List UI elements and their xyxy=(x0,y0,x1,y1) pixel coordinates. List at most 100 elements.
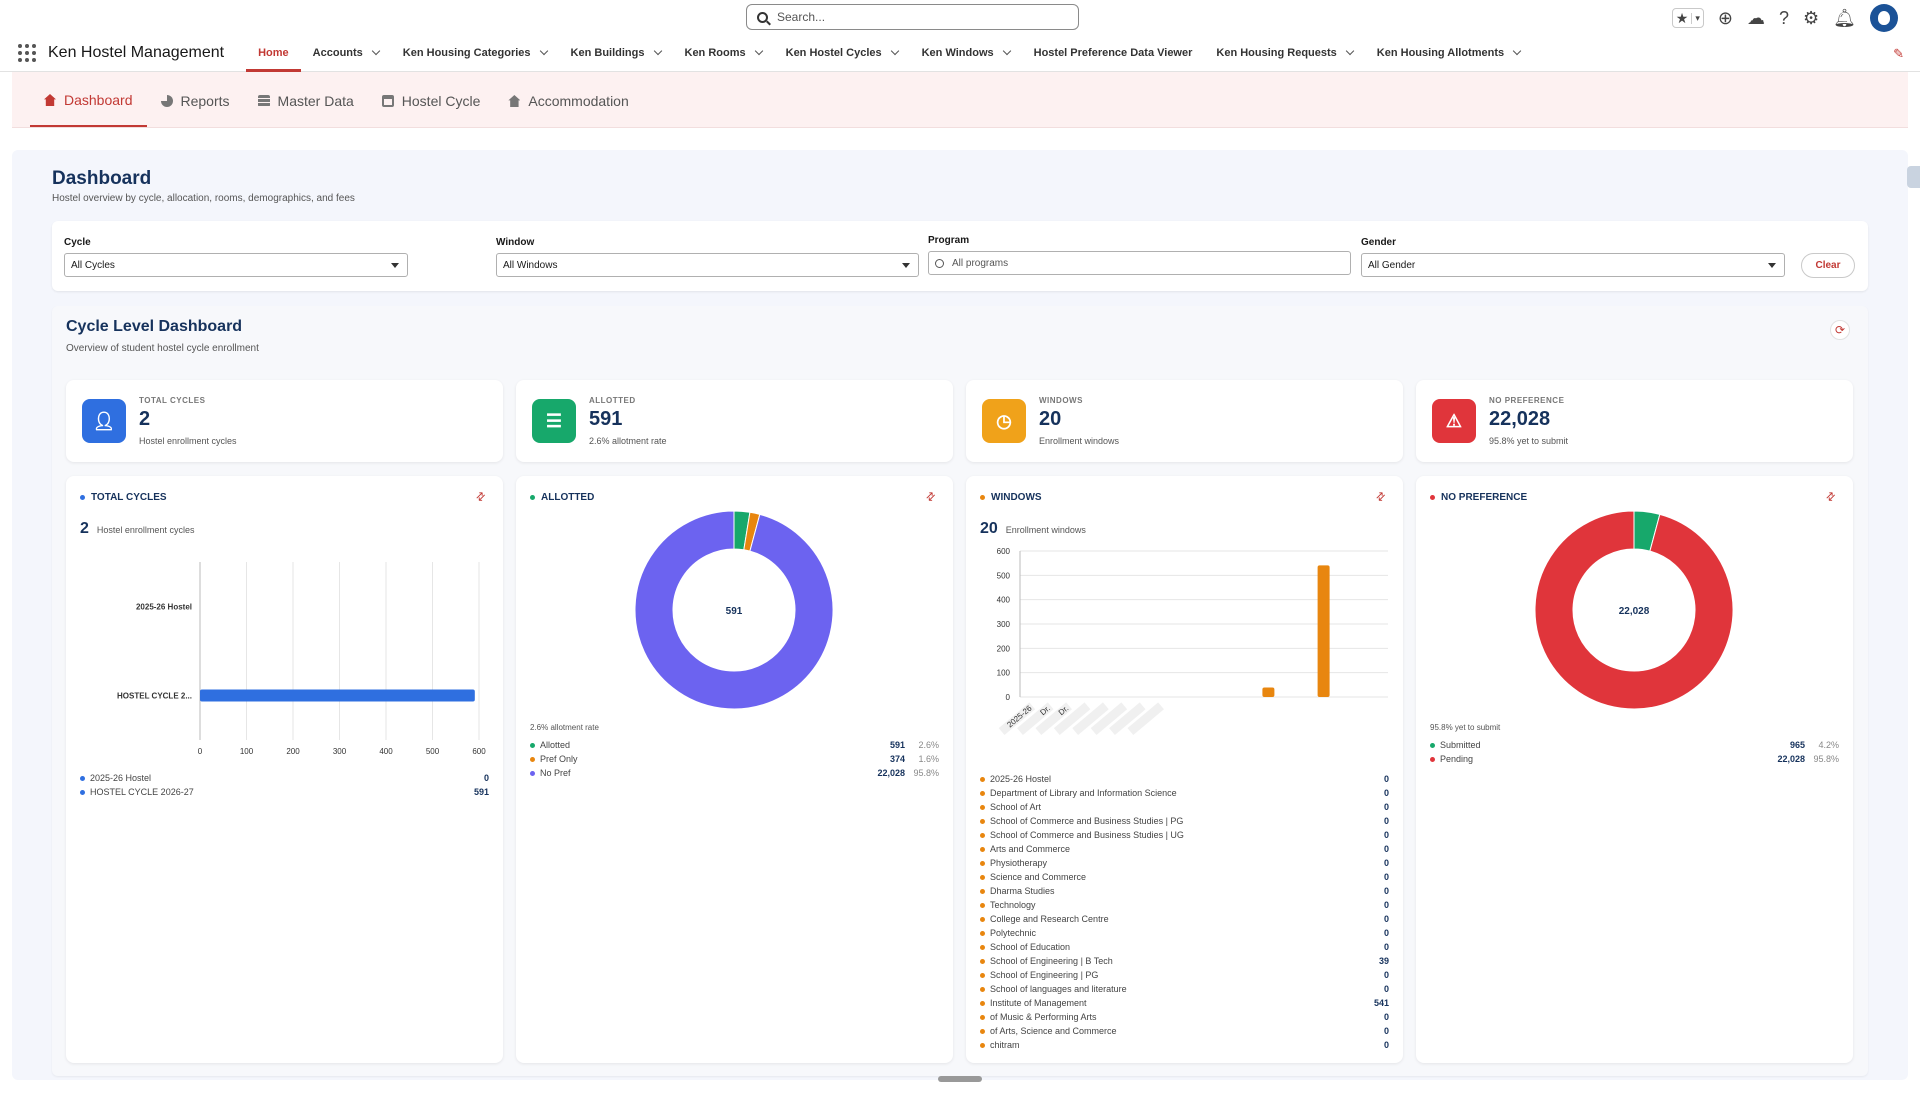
bell-icon[interactable]: 🔔︎ xyxy=(1833,7,1856,28)
legend-label: College and Research Centre xyxy=(990,914,1109,924)
gender-select[interactable]: All Gender xyxy=(1361,253,1785,277)
tab-label: Accommodation xyxy=(528,93,629,109)
kpi-card-windows: ◷ WINDOWS 20 Enrollment windows xyxy=(966,380,1403,462)
allotted-legend: Allotted 591 2.6% Pref Only 374 1.6% No Pref 22… xyxy=(530,738,939,780)
legend-label: of Arts, Science and Commerce xyxy=(990,1026,1117,1036)
tab-label: Dashboard xyxy=(64,92,133,108)
search-placeholder: Search... xyxy=(777,10,826,24)
bar xyxy=(1262,687,1275,697)
dashboard-subtabs: Dashboard Reports Master Data Hostel Cycle A… xyxy=(12,72,1908,128)
kpi-value: 2 xyxy=(139,408,151,430)
x-tick-label-mask xyxy=(1072,702,1109,736)
page-title: Dashboard xyxy=(52,168,152,189)
legend-value: 0 xyxy=(1383,942,1389,952)
donut-slice xyxy=(634,510,834,710)
search-icon xyxy=(757,11,768,23)
x-tick-label-mask xyxy=(1127,702,1164,736)
legend-row: Polytechnic 0 xyxy=(980,926,1389,940)
nav-item-ken-windows[interactable]: Ken Windows xyxy=(910,34,1022,72)
legend-label: 2025-26 Hostel xyxy=(990,774,1052,784)
tab-accommodation[interactable]: Accommodation xyxy=(494,75,642,127)
legend-row: Arts and Commerce 0 xyxy=(980,842,1389,856)
card-summary: 2 Hostel enrollment cycles xyxy=(80,520,194,538)
legend-dot xyxy=(980,958,985,964)
series-dot xyxy=(530,495,535,500)
program-search-input[interactable]: All programs xyxy=(928,251,1351,275)
app-launcher-icon[interactable] xyxy=(18,43,36,62)
legend-label: No Pref xyxy=(540,768,571,778)
x-tick-label: 0 xyxy=(198,747,203,756)
nav-item-ken-buildings[interactable]: Ken Buildings xyxy=(559,34,673,72)
window-select[interactable]: All Windows xyxy=(496,253,919,277)
expand-icon[interactable]: ⇄ xyxy=(1823,489,1839,505)
legend-row: School of Art 0 xyxy=(980,800,1389,814)
chevron-down-icon[interactable] xyxy=(653,46,662,55)
legend-value: 965 xyxy=(1789,740,1805,750)
nav-item-ken-housing-allotments[interactable]: Ken Housing Allotments xyxy=(1365,34,1532,72)
x-tick-label-mask xyxy=(1017,702,1054,736)
tab-hostel-cycle[interactable]: Hostel Cycle xyxy=(368,75,495,127)
legend-value: 0 xyxy=(1383,1012,1389,1022)
nav-item-hostel-preference-data-viewer[interactable]: Hostel Preference Data Viewer xyxy=(1022,34,1205,72)
page-subtitle: Hostel overview by cycle, allocation, ro… xyxy=(52,193,355,204)
gear-icon[interactable]: ⚙ xyxy=(1803,7,1820,28)
warning-icon: ⚠ xyxy=(1432,399,1476,443)
chevron-down-icon[interactable] xyxy=(1345,46,1355,55)
legend-label: School of Commerce and Business Studies … xyxy=(990,816,1184,826)
windows-card: WINDOWS ⇄ 20 Enrollment windows 0 100 200 30… xyxy=(966,476,1403,1063)
gender-filter-label: Gender xyxy=(1361,237,1397,248)
tab-dashboard[interactable]: Dashboard xyxy=(30,75,147,127)
legend-row: of Music & Performing Arts 0 xyxy=(980,1010,1389,1024)
legend-dot xyxy=(980,804,985,810)
tab-label: Hostel Cycle xyxy=(401,93,481,109)
app-name: Ken Hostel Management xyxy=(48,43,225,61)
expand-icon[interactable]: ⇄ xyxy=(1373,489,1389,505)
chevron-down-icon[interactable] xyxy=(890,46,899,55)
legend-dot xyxy=(980,986,985,992)
kpi-subtext: Enrollment windows xyxy=(1039,436,1120,446)
y-tick-label: 100 xyxy=(997,669,1011,678)
legend-dot xyxy=(980,902,985,908)
help-icon[interactable]: ? xyxy=(1778,7,1789,28)
legend-percent: 1.6% xyxy=(918,754,939,764)
chevron-down-icon[interactable] xyxy=(539,46,548,55)
trailhead-icon[interactable]: ☁ xyxy=(1746,7,1765,28)
add-icon[interactable]: ⊕ xyxy=(1717,7,1733,28)
bar xyxy=(200,689,475,702)
chevron-down-icon[interactable] xyxy=(754,46,763,55)
donut-center-value: 591 xyxy=(726,606,743,617)
legend-dot xyxy=(980,1028,985,1034)
scroll-handle[interactable] xyxy=(938,1076,982,1082)
clock-icon: ◷ xyxy=(982,399,1026,443)
chevron-down-icon[interactable]: ▾ xyxy=(1691,12,1703,24)
home-icon xyxy=(508,95,521,107)
chevron-down-icon[interactable] xyxy=(1512,46,1522,55)
tab-master-data[interactable]: Master Data xyxy=(244,75,368,127)
legend-dot xyxy=(980,776,985,782)
total-cycles-card: TOTAL CYCLES ⇄ 2 Hostel enrollment cycles… xyxy=(66,476,503,1063)
card-title: ALLOTTED xyxy=(530,492,594,503)
nav-item-ken-housing-requests[interactable]: Ken Housing Requests xyxy=(1204,34,1364,72)
chevron-down-icon[interactable] xyxy=(1002,46,1011,55)
global-search-input[interactable]: Search... xyxy=(746,4,1079,30)
nav-item-ken-rooms[interactable]: Ken Rooms xyxy=(673,34,774,72)
allotted-card: ALLOTTED ⇄ 591 2.6% allotment rate Allot… xyxy=(516,476,953,1063)
legend-label: School of Commerce and Business Studies … xyxy=(990,830,1184,840)
nav-item-home[interactable]: Home xyxy=(246,34,301,72)
bar xyxy=(1317,565,1330,697)
nav-item-ken-hostel-cycles[interactable]: Ken Hostel Cycles xyxy=(774,34,910,72)
pie-icon xyxy=(160,95,173,107)
avatar[interactable] xyxy=(1870,4,1898,32)
cycle-select[interactable]: All Cycles xyxy=(64,253,408,277)
nav-item-ken-housing-categories[interactable]: Ken Housing Categories xyxy=(391,34,559,72)
clear-filters-button[interactable]: Clear xyxy=(1801,253,1855,278)
refresh-icon[interactable]: ⟳ xyxy=(1830,320,1850,340)
edit-nav-icon[interactable]: ✎ xyxy=(1893,46,1904,61)
favorites-button[interactable]: ★ ▾ xyxy=(1671,8,1704,28)
nav-item-accounts[interactable]: Accounts xyxy=(301,34,391,72)
expand-icon[interactable]: ⇄ xyxy=(923,489,939,505)
side-panel-toggle[interactable] xyxy=(1907,166,1920,188)
expand-icon[interactable]: ⇄ xyxy=(473,489,489,505)
tab-reports[interactable]: Reports xyxy=(147,75,244,127)
chevron-down-icon[interactable] xyxy=(371,46,381,55)
